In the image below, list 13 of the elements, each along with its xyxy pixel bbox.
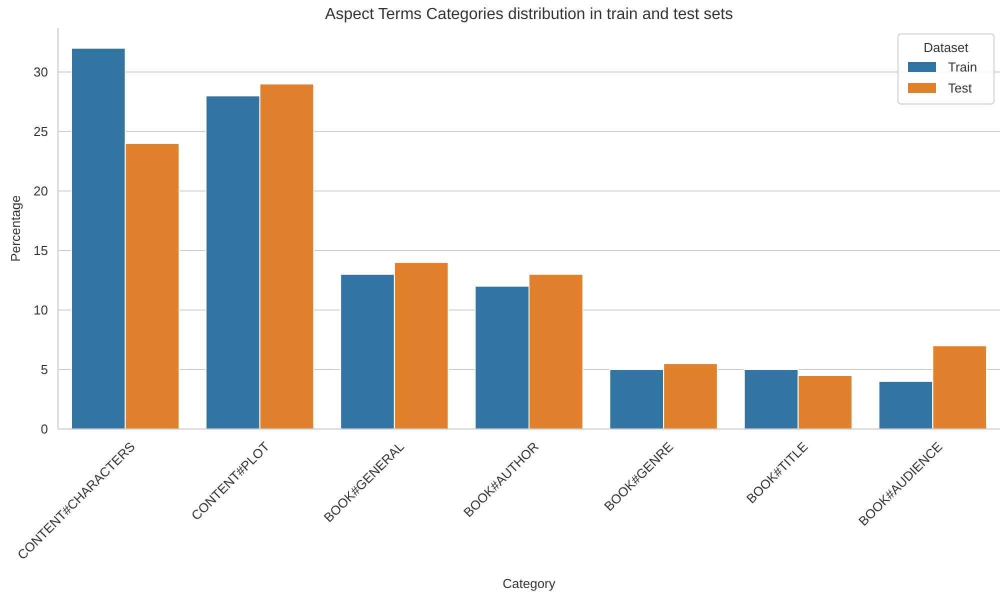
y-tick-label: 5 bbox=[40, 362, 48, 378]
y-tick-label: 10 bbox=[34, 302, 48, 318]
legend-title: Dataset bbox=[924, 40, 969, 55]
y-axis-title: Percentage bbox=[8, 195, 23, 262]
y-tick-label: 25 bbox=[34, 124, 48, 140]
y-tick-label: 20 bbox=[34, 184, 48, 199]
y-tick-label: 15 bbox=[34, 243, 48, 258]
y-tick-label: 0 bbox=[40, 422, 48, 437]
legend-label: Train bbox=[948, 60, 978, 75]
x-axis-title: Category bbox=[502, 576, 556, 591]
y-tick-label: 30 bbox=[34, 64, 48, 80]
chart-title: Aspect Terms Categories distribution in train and test sets bbox=[325, 6, 733, 23]
legend-label: Test bbox=[948, 80, 972, 96]
